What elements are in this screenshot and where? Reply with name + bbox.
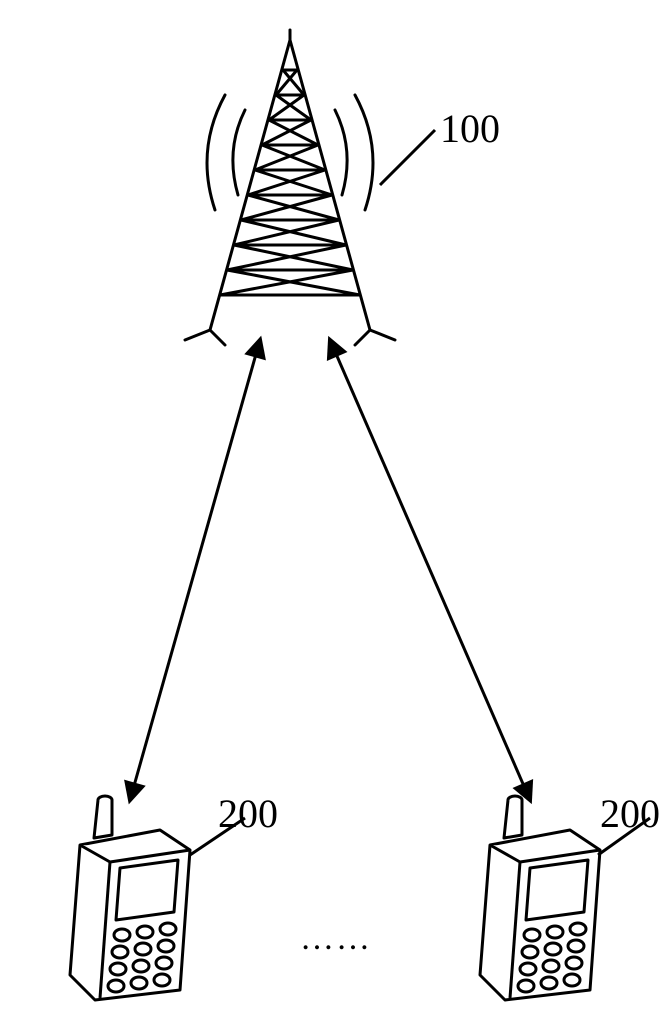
phone-leader-lines [0, 0, 664, 1000]
diagram-canvas: 100 [0, 0, 664, 1000]
ellipsis-text: …… [300, 920, 372, 958]
phone-left-label: 200 [218, 790, 278, 837]
phone-right-label: 200 [600, 790, 660, 837]
